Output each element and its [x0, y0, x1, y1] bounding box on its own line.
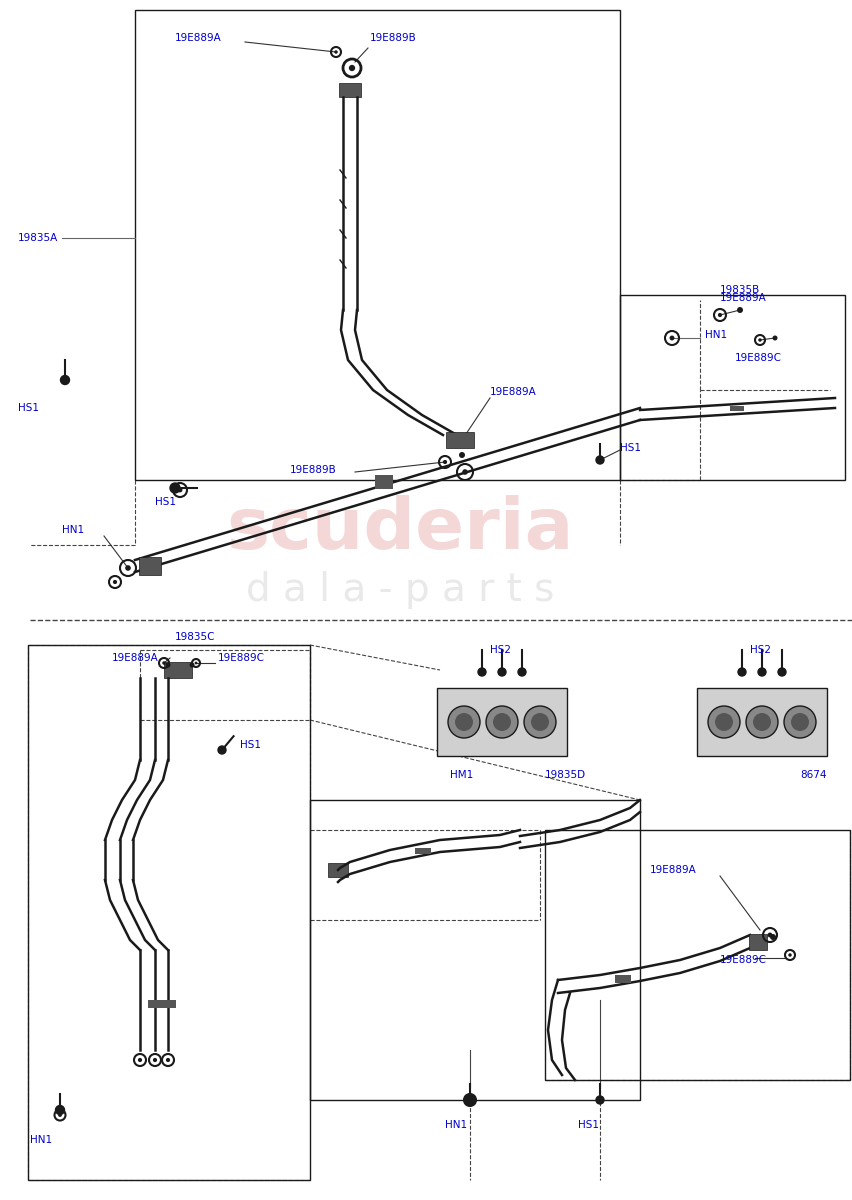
Bar [164, 662, 192, 678]
Circle shape [784, 706, 816, 738]
Bar [328, 863, 348, 877]
Circle shape [768, 932, 773, 937]
Bar [437, 688, 567, 756]
Text: HN1: HN1 [62, 526, 84, 535]
Circle shape [718, 313, 722, 317]
Bar [446, 432, 474, 448]
Text: 19E889A: 19E889A [175, 32, 222, 43]
Text: HS2: HS2 [750, 646, 771, 655]
Circle shape [334, 50, 337, 54]
Text: HN1: HN1 [705, 330, 727, 340]
Text: 19E889C: 19E889C [720, 955, 767, 965]
Bar [310, 800, 640, 1100]
Circle shape [715, 713, 733, 731]
Text: d a l a - p a r t s: d a l a - p a r t s [246, 571, 554, 608]
Bar [375, 475, 393, 490]
Circle shape [746, 706, 778, 738]
Circle shape [770, 934, 776, 940]
Text: HS1: HS1 [18, 403, 39, 413]
Text: 8674: 8674 [800, 770, 826, 780]
Circle shape [758, 668, 766, 676]
Circle shape [468, 1098, 472, 1102]
Circle shape [125, 565, 131, 571]
Circle shape [670, 336, 675, 341]
Text: HS1: HS1 [240, 740, 261, 750]
Circle shape [113, 580, 117, 584]
Circle shape [170, 482, 180, 493]
Text: 19835D: 19835D [545, 770, 586, 780]
Circle shape [348, 65, 355, 71]
Circle shape [788, 953, 792, 956]
Text: 19E889A: 19E889A [490, 386, 537, 397]
Circle shape [493, 713, 511, 731]
Circle shape [166, 1058, 170, 1062]
Circle shape [486, 706, 518, 738]
Text: scuderia: scuderia [227, 496, 573, 564]
Bar [339, 83, 361, 97]
Circle shape [778, 668, 786, 676]
Text: HN1: HN1 [30, 1135, 52, 1145]
Circle shape [498, 668, 506, 676]
Bar [697, 688, 827, 756]
Circle shape [58, 1114, 62, 1117]
Bar [615, 974, 631, 983]
Circle shape [153, 1058, 157, 1062]
Circle shape [753, 713, 771, 731]
Bar [730, 406, 744, 410]
Circle shape [773, 336, 778, 341]
Text: 19835B: 19835B [720, 284, 760, 295]
Circle shape [138, 1058, 142, 1062]
Circle shape [478, 668, 486, 676]
Circle shape [459, 452, 465, 458]
Circle shape [791, 713, 809, 731]
Circle shape [738, 668, 746, 676]
Text: HS2: HS2 [490, 646, 511, 655]
Text: HS1: HS1 [578, 1120, 599, 1130]
Circle shape [708, 706, 740, 738]
Text: 19E889C: 19E889C [218, 653, 265, 662]
Circle shape [465, 1094, 475, 1105]
Circle shape [758, 338, 762, 342]
Text: HS1: HS1 [155, 497, 176, 506]
Bar [148, 1000, 176, 1008]
Text: 19835A: 19835A [18, 233, 58, 242]
Circle shape [531, 713, 549, 731]
Circle shape [448, 706, 480, 738]
Text: 19E889A: 19E889A [650, 865, 697, 875]
Circle shape [462, 469, 468, 475]
Circle shape [218, 746, 226, 754]
Text: 19E889A: 19E889A [720, 293, 767, 302]
Text: 19835C: 19835C [175, 632, 216, 642]
Bar [620, 295, 845, 480]
Circle shape [177, 487, 182, 492]
Text: 19E889A: 19E889A [112, 653, 158, 662]
Circle shape [518, 668, 526, 676]
Circle shape [60, 376, 70, 384]
Circle shape [737, 307, 743, 313]
Circle shape [596, 456, 604, 464]
Text: 19E889B: 19E889B [370, 32, 417, 43]
Bar [545, 830, 850, 1080]
Circle shape [165, 662, 170, 667]
Text: 19E889C: 19E889C [735, 353, 782, 362]
Circle shape [162, 661, 166, 665]
Bar [135, 10, 620, 480]
Circle shape [443, 460, 447, 464]
Circle shape [524, 706, 556, 738]
Text: 19E889B: 19E889B [290, 464, 337, 475]
Circle shape [194, 661, 198, 665]
Bar [749, 934, 767, 950]
Text: HS1: HS1 [620, 443, 641, 452]
Circle shape [189, 662, 194, 667]
Circle shape [55, 1105, 65, 1115]
Bar [139, 557, 161, 575]
Bar [28, 646, 310, 1180]
Text: HM1: HM1 [450, 770, 473, 780]
Circle shape [455, 713, 473, 731]
Text: HN1: HN1 [445, 1120, 467, 1130]
Bar [415, 848, 431, 854]
Circle shape [596, 1096, 604, 1104]
